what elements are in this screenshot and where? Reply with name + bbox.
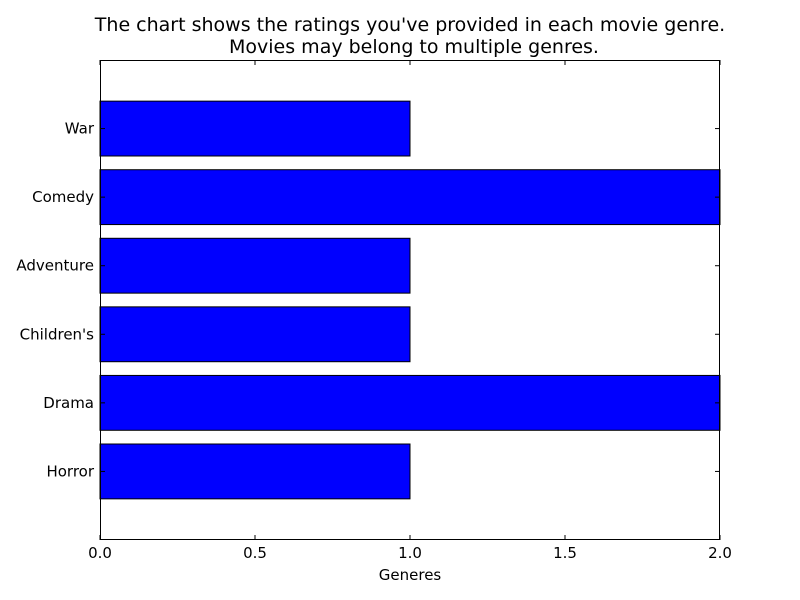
y-tick-label: Horror [46, 462, 94, 480]
bar-war [99, 100, 411, 157]
y-tick-label: Children's [20, 325, 95, 343]
x-tick-label: 0.0 [88, 544, 112, 562]
chart-subtitle: Movies may belong to multiple genres. [229, 36, 599, 58]
y-tick-label: Comedy [32, 188, 94, 206]
bars-layer [99, 100, 721, 500]
chart-title: The chart shows the ratings you've provi… [94, 14, 725, 36]
x-axis-label: Generes [379, 566, 442, 584]
x-tick-label: 2.0 [708, 544, 732, 562]
x-tick-label: 1.5 [553, 544, 577, 562]
bar-adventure [99, 237, 411, 294]
bar-drama [99, 374, 721, 431]
bar-horror [99, 443, 411, 500]
y-tick-label: War [65, 120, 95, 138]
y-tick-label: Adventure [16, 257, 94, 275]
bar-children-s [99, 306, 411, 363]
bar-comedy [99, 169, 721, 226]
plot-frame [100, 60, 720, 540]
x-tick-label: 0.5 [243, 544, 267, 562]
ticks-layer: Horror Drama Children's Adventure Comedy War 0… [16, 60, 732, 562]
y-tick-label: Drama [43, 394, 94, 412]
x-tick-label: 1.0 [398, 544, 422, 562]
